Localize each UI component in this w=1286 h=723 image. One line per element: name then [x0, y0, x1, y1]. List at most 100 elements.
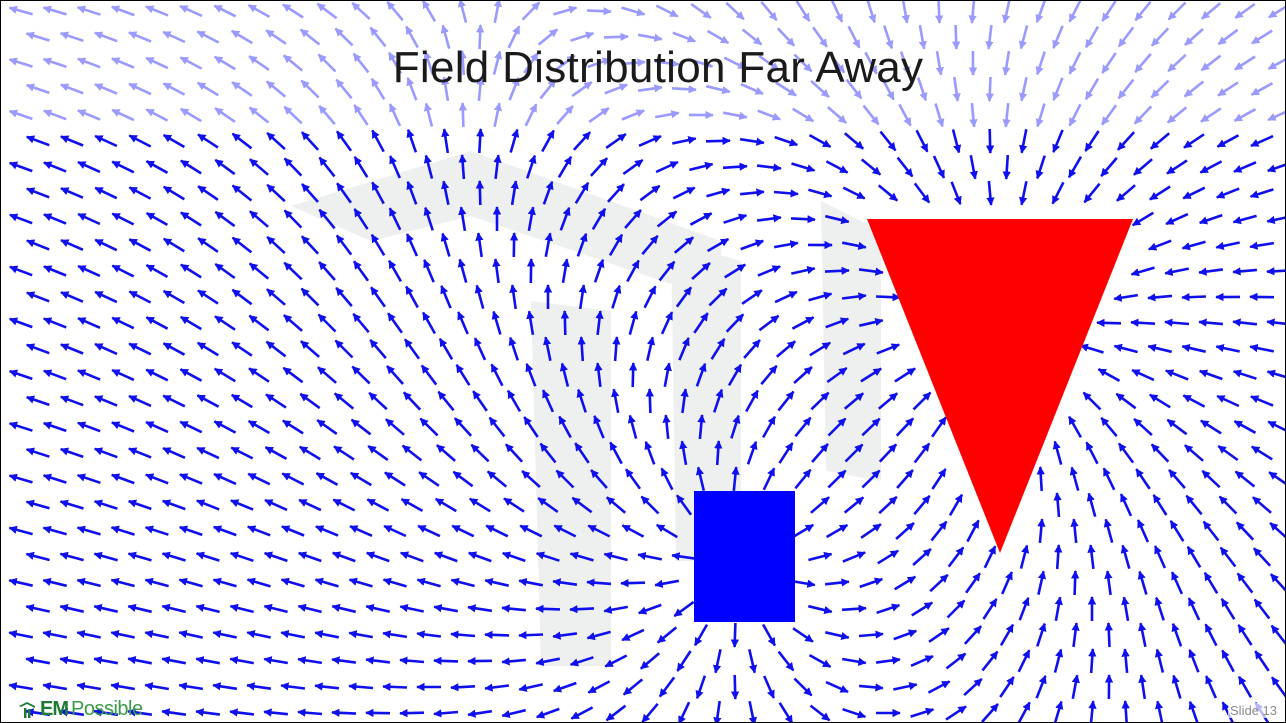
field-arrow: [1117, 26, 1135, 48]
field-arrow: [474, 284, 485, 309]
field-arrow: [399, 656, 425, 665]
field-arrow: [794, 468, 812, 490]
em-possible-logo: EM Possible: [17, 697, 143, 721]
field-arrow: [231, 184, 253, 202]
field-arrow: [878, 443, 898, 463]
field-arrow: [524, 103, 538, 127]
field-arrow: [42, 630, 68, 639]
field-arrow: [402, 391, 422, 411]
field-arrow: [893, 629, 918, 641]
field-arrow: [111, 368, 135, 382]
field-arrow: [808, 551, 833, 562]
field-arrow: [420, 364, 438, 386]
field-arrow: [247, 525, 271, 537]
field-arrow: [1154, 700, 1164, 722]
field-arrow: [1216, 394, 1240, 408]
field-arrow: [611, 388, 620, 414]
field-arrow: [639, 184, 661, 202]
field-arrow: [1184, 28, 1204, 46]
field-arrow: [475, 232, 484, 258]
field-arrow: [353, 104, 369, 126]
field-arrow: [775, 81, 797, 97]
field-arrow: [825, 631, 850, 641]
field-arrow: [371, 181, 385, 205]
field-arrow: [161, 551, 186, 562]
field-arrow: [282, 366, 304, 384]
field-arrow: [195, 551, 220, 562]
field-arrow: [283, 209, 303, 229]
field-arrow: [214, 262, 236, 280]
field-arrow: [1147, 293, 1173, 302]
field-arrow: [1171, 622, 1183, 647]
field-arrow: [1267, 420, 1285, 432]
field-arrow: [25, 83, 50, 95]
field-arrow: [675, 494, 693, 516]
field-arrow: [298, 498, 322, 512]
field-arrow: [605, 133, 627, 149]
field-arrow: [423, 50, 434, 75]
field-arrow: [369, 339, 387, 359]
field-arrow: [94, 238, 118, 252]
field-arrow: [778, 442, 794, 464]
field-arrow: [94, 31, 118, 43]
field-arrow: [1185, 494, 1203, 516]
field-arrow: [128, 447, 152, 459]
field-arrow: [793, 53, 813, 73]
field-arrow: [722, 162, 748, 171]
field-arrow: [555, 469, 575, 489]
field-arrow: [1205, 675, 1217, 699]
field-arrow: [144, 682, 170, 691]
field-arrow: [673, 236, 695, 254]
field-arrow: [678, 337, 690, 361]
field-arrow: [611, 284, 622, 309]
field-arrow: [458, 50, 467, 76]
field-arrow: [809, 341, 831, 357]
field-arrow: [1233, 420, 1257, 434]
field-arrow: [537, 497, 559, 513]
field-arrow: [793, 677, 813, 697]
field-arrow: [554, 54, 576, 72]
field-arrow: [264, 498, 288, 512]
field-arrow: [1166, 159, 1188, 175]
field-arrow: [680, 388, 689, 414]
field-arrow: [620, 578, 646, 588]
field-arrow: [730, 414, 741, 439]
field-arrow: [128, 394, 152, 408]
field-arrow: [911, 601, 933, 617]
field-arrow: [42, 57, 67, 69]
field-arrow: [162, 30, 186, 44]
field-arrow: [334, 27, 354, 47]
field-arrow: [912, 391, 932, 411]
field-arrow: [59, 31, 84, 43]
field-arrow: [845, 78, 863, 100]
field-arrow: [43, 213, 67, 225]
field-arrow: [723, 56, 747, 70]
field-arrow: [145, 473, 169, 485]
field-arrow: [280, 682, 306, 691]
field-arrow: [1232, 214, 1257, 225]
field-arrow: [763, 675, 775, 699]
field-arrow: [178, 577, 203, 588]
field-arrow: [231, 288, 253, 306]
field-arrow: [571, 81, 593, 97]
field-arrow: [621, 524, 645, 538]
field-arrow: [331, 551, 356, 563]
field-arrow: [706, 237, 730, 253]
field-arrow: [25, 31, 50, 42]
field-arrow: [713, 700, 722, 722]
field-arrow: [773, 240, 799, 249]
field-arrow: [180, 263, 202, 279]
field-arrow: [111, 160, 135, 174]
field-arrow: [1104, 570, 1113, 596]
field-arrow: [179, 107, 202, 123]
field-arrow: [458, 206, 467, 232]
field-arrow: [386, 365, 404, 385]
field-arrow: [743, 339, 761, 359]
field-arrow: [705, 84, 731, 95]
field-arrow: [913, 442, 931, 464]
field-arrow: [94, 395, 118, 407]
field-arrow: [450, 577, 475, 588]
field-arrow: [1088, 700, 1097, 722]
field-arrow: [660, 311, 674, 335]
field-arrow: [367, 444, 389, 462]
